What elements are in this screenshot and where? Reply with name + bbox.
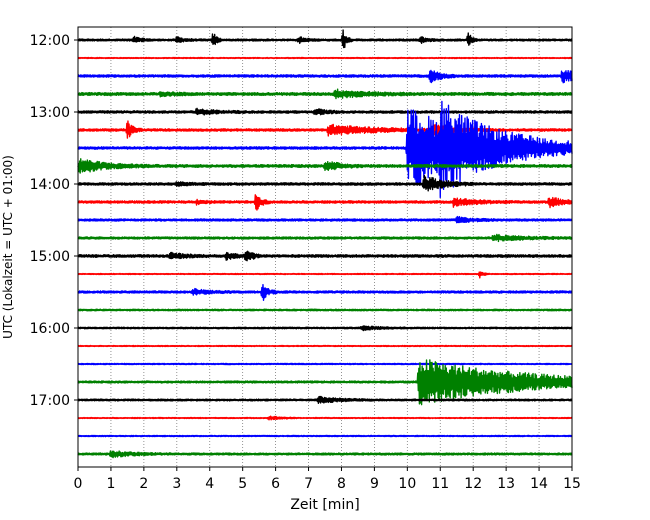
trace-1245 bbox=[77, 88, 573, 100]
trace-1445 bbox=[77, 233, 573, 243]
trace-1545 bbox=[77, 308, 573, 312]
x-tick-label-7: 7 bbox=[304, 476, 313, 492]
x-axis-ticks: 0 1 2 3 4 5 6 7 8 9 10 11 12 13 14 15 bbox=[74, 467, 581, 492]
y-axis-label: UTC (Lokalzeit = UTC + 01:00) bbox=[1, 155, 15, 339]
x-tick-label-13: 13 bbox=[497, 476, 515, 492]
y-axis-ticks: 12:00 13:00 14:00 15:00 16:00 17:00 bbox=[30, 33, 78, 409]
trace-1645 bbox=[77, 359, 573, 406]
x-tick-label-11: 11 bbox=[431, 476, 449, 492]
x-tick-label-9: 9 bbox=[370, 476, 379, 492]
x-tick-label-14: 14 bbox=[530, 476, 548, 492]
trace-1430 bbox=[77, 215, 573, 224]
trace-1215 bbox=[77, 56, 573, 60]
x-tick-label-15: 15 bbox=[563, 476, 581, 492]
trace-1200 bbox=[77, 29, 573, 49]
trace-1600 bbox=[77, 325, 573, 332]
y-tick-label-0: 12:00 bbox=[30, 33, 70, 49]
trace-1630 bbox=[77, 362, 573, 366]
trace-1315 bbox=[77, 120, 573, 139]
y-tick-label-5: 17:00 bbox=[30, 393, 70, 409]
trace-1745 bbox=[77, 450, 573, 459]
y-tick-label-1: 13:00 bbox=[30, 105, 70, 121]
trace-1530 bbox=[77, 283, 573, 301]
x-tick-label-1: 1 bbox=[106, 476, 115, 492]
x-tick-label-4: 4 bbox=[205, 476, 214, 492]
trace-1700 bbox=[77, 395, 573, 404]
x-tick-label-3: 3 bbox=[172, 476, 181, 492]
x-tick-label-2: 2 bbox=[139, 476, 148, 492]
trace-1715 bbox=[77, 415, 573, 421]
trace-1330 bbox=[77, 100, 573, 199]
plot-frame bbox=[77, 26, 573, 468]
x-tick-label-6: 6 bbox=[271, 476, 280, 492]
trace-1345 bbox=[77, 158, 573, 174]
trace-1230 bbox=[77, 69, 573, 84]
y-tick-label-3: 15:00 bbox=[30, 249, 70, 265]
trace-1515 bbox=[77, 271, 573, 279]
x-axis-label: Zeit [min] bbox=[290, 497, 359, 513]
y-tick-label-4: 16:00 bbox=[30, 321, 70, 337]
trace-1500 bbox=[77, 250, 573, 262]
y-tick-label-2: 14:00 bbox=[30, 177, 70, 193]
trace-1730 bbox=[77, 434, 573, 438]
trace-1415 bbox=[77, 194, 573, 211]
trace-1400 bbox=[77, 174, 573, 192]
x-tick-label-0: 0 bbox=[74, 476, 83, 492]
x-tick-label-8: 8 bbox=[337, 476, 346, 492]
x-tick-label-10: 10 bbox=[398, 476, 416, 492]
x-tick-label-12: 12 bbox=[464, 476, 482, 492]
x-tick-label-5: 5 bbox=[238, 476, 247, 492]
trace-1615 bbox=[77, 344, 573, 348]
trace-1300 bbox=[77, 107, 573, 116]
seismic-traces bbox=[77, 29, 573, 459]
